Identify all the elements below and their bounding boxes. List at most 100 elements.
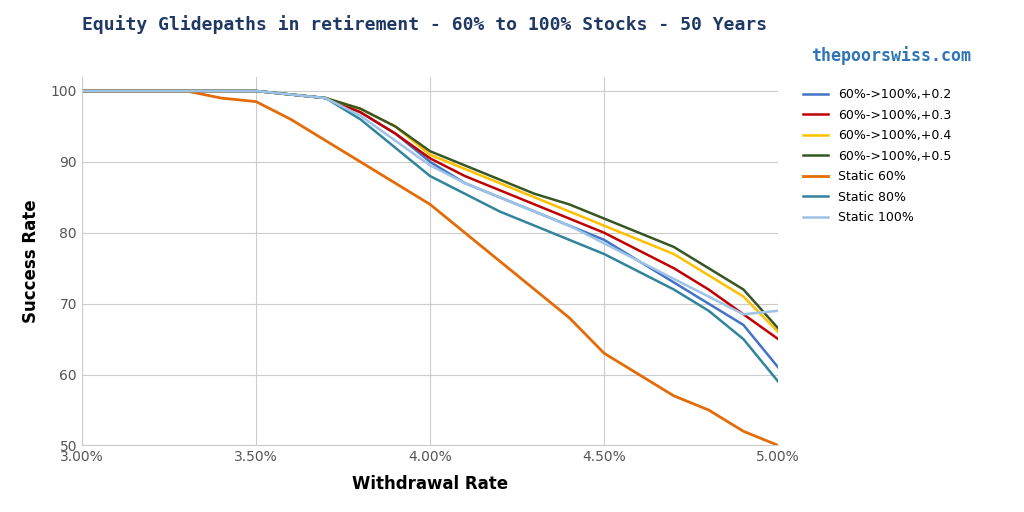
Static 60% — [76, 88, 88, 94]
60%->100%,+0.2 — [633, 258, 645, 264]
Static 100% — [319, 95, 332, 101]
60%->100%,+0.3 — [389, 131, 401, 137]
60%->100%,+0.5 — [285, 92, 297, 98]
60%->100%,+0.5 — [319, 95, 332, 101]
60%->100%,+0.3 — [215, 88, 227, 94]
60%->100%,+0.4 — [702, 272, 715, 279]
60%->100%,+0.5 — [598, 216, 610, 222]
Static 100% — [772, 308, 784, 314]
Static 80% — [737, 336, 750, 342]
60%->100%,+0.5 — [772, 326, 784, 332]
60%->100%,+0.2 — [319, 95, 332, 101]
Static 100% — [76, 88, 88, 94]
Static 80% — [494, 208, 506, 215]
Static 100% — [285, 92, 297, 98]
60%->100%,+0.5 — [389, 123, 401, 130]
60%->100%,+0.5 — [633, 230, 645, 236]
60%->100%,+0.2 — [250, 88, 262, 94]
60%->100%,+0.3 — [772, 336, 784, 342]
60%->100%,+0.5 — [215, 88, 227, 94]
Static 100% — [598, 240, 610, 246]
Static 100% — [111, 88, 123, 94]
Static 60% — [494, 258, 506, 264]
60%->100%,+0.2 — [424, 159, 436, 165]
Text: Equity Glidepaths in retirement - 60% to 100% Stocks - 50 Years: Equity Glidepaths in retirement - 60% to… — [82, 15, 767, 34]
60%->100%,+0.4 — [250, 88, 262, 94]
Static 80% — [598, 251, 610, 257]
Static 60% — [319, 138, 332, 144]
60%->100%,+0.2 — [702, 301, 715, 307]
60%->100%,+0.5 — [76, 88, 88, 94]
Static 80% — [111, 88, 123, 94]
60%->100%,+0.2 — [668, 280, 680, 286]
60%->100%,+0.4 — [528, 194, 541, 200]
60%->100%,+0.3 — [180, 88, 193, 94]
60%->100%,+0.2 — [180, 88, 193, 94]
60%->100%,+0.3 — [424, 155, 436, 161]
60%->100%,+0.2 — [459, 180, 471, 186]
Static 100% — [528, 208, 541, 215]
Y-axis label: Success Rate: Success Rate — [22, 199, 40, 323]
Static 80% — [424, 173, 436, 179]
60%->100%,+0.5 — [354, 105, 367, 112]
60%->100%,+0.4 — [285, 92, 297, 98]
Static 60% — [250, 98, 262, 104]
60%->100%,+0.2 — [494, 194, 506, 200]
Static 60% — [389, 180, 401, 186]
60%->100%,+0.4 — [633, 237, 645, 243]
Static 80% — [633, 269, 645, 275]
Static 60% — [111, 88, 123, 94]
60%->100%,+0.3 — [668, 265, 680, 271]
60%->100%,+0.4 — [180, 88, 193, 94]
Static 80% — [285, 92, 297, 98]
60%->100%,+0.3 — [250, 88, 262, 94]
60%->100%,+0.3 — [319, 95, 332, 101]
60%->100%,+0.5 — [737, 286, 750, 292]
Static 80% — [250, 88, 262, 94]
60%->100%,+0.2 — [145, 88, 158, 94]
Line: Static 60%: Static 60% — [82, 91, 778, 445]
Line: Static 80%: Static 80% — [82, 91, 778, 381]
60%->100%,+0.3 — [563, 216, 575, 222]
Line: 60%->100%,+0.3: 60%->100%,+0.3 — [82, 91, 778, 339]
Static 80% — [215, 88, 227, 94]
Line: Static 100%: Static 100% — [82, 91, 778, 314]
Static 80% — [145, 88, 158, 94]
Static 100% — [563, 223, 575, 229]
Text: thepoorswiss.com: thepoorswiss.com — [811, 46, 971, 65]
60%->100%,+0.2 — [528, 208, 541, 215]
Static 100% — [494, 194, 506, 200]
Static 100% — [354, 113, 367, 119]
Static 60% — [598, 350, 610, 356]
Static 60% — [459, 230, 471, 236]
60%->100%,+0.3 — [528, 201, 541, 207]
60%->100%,+0.5 — [494, 177, 506, 183]
60%->100%,+0.5 — [563, 201, 575, 207]
60%->100%,+0.3 — [494, 187, 506, 194]
Static 80% — [668, 286, 680, 292]
60%->100%,+0.3 — [145, 88, 158, 94]
Static 100% — [389, 138, 401, 144]
Static 60% — [424, 201, 436, 207]
60%->100%,+0.4 — [111, 88, 123, 94]
60%->100%,+0.4 — [772, 329, 784, 335]
60%->100%,+0.2 — [285, 92, 297, 98]
60%->100%,+0.3 — [702, 286, 715, 292]
60%->100%,+0.2 — [737, 322, 750, 328]
60%->100%,+0.4 — [319, 95, 332, 101]
60%->100%,+0.2 — [598, 237, 610, 243]
60%->100%,+0.5 — [250, 88, 262, 94]
Static 100% — [180, 88, 193, 94]
Static 100% — [215, 88, 227, 94]
Static 60% — [180, 88, 193, 94]
60%->100%,+0.4 — [598, 223, 610, 229]
60%->100%,+0.3 — [285, 92, 297, 98]
X-axis label: Withdrawal Rate: Withdrawal Rate — [352, 476, 508, 494]
Static 60% — [285, 116, 297, 122]
Static 80% — [528, 223, 541, 229]
Static 60% — [702, 407, 715, 413]
Static 60% — [354, 159, 367, 165]
Static 80% — [459, 190, 471, 197]
Static 60% — [633, 372, 645, 378]
60%->100%,+0.2 — [772, 365, 784, 371]
